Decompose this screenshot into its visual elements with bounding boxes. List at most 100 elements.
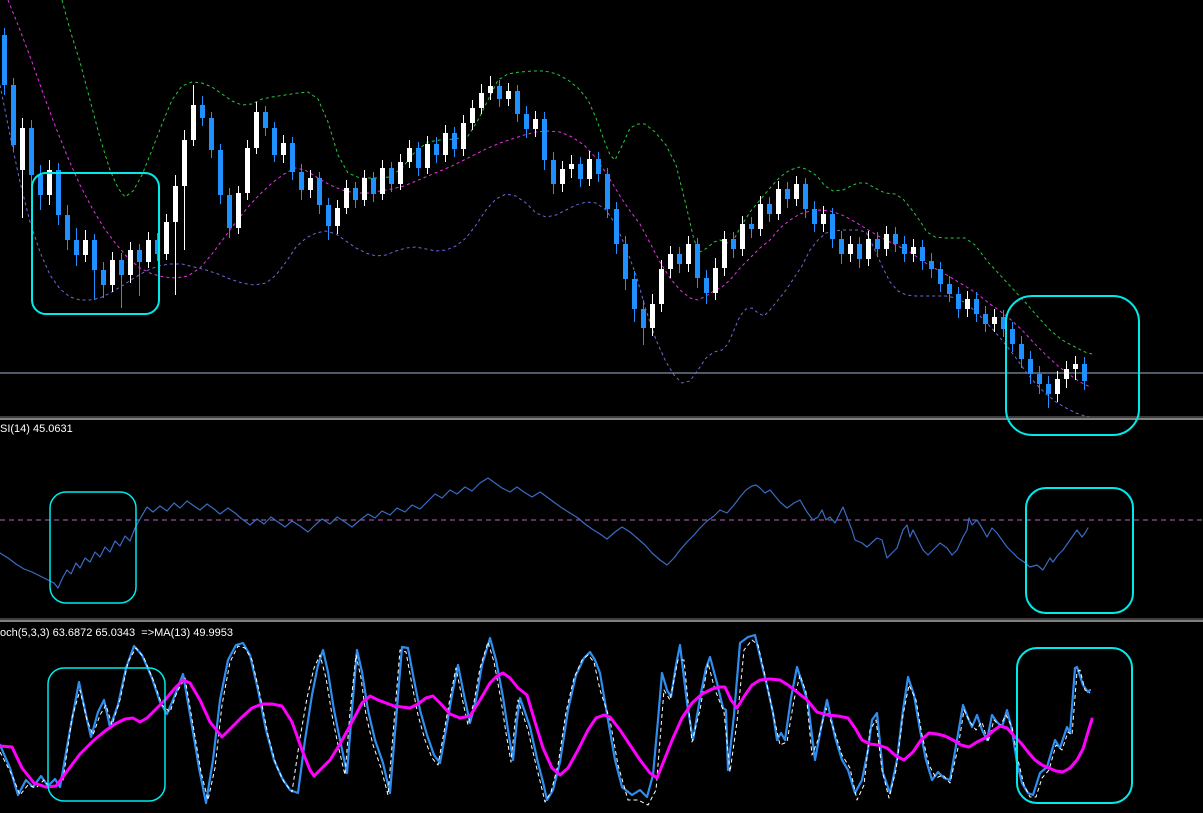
candle-body [983, 314, 988, 324]
candle-body [524, 114, 529, 129]
candle-body [641, 309, 646, 328]
candle-body [902, 244, 907, 254]
candle-body [722, 239, 727, 268]
candle-body [1019, 344, 1024, 359]
candle-body [308, 178, 313, 190]
highlight-box-stoch-left [47, 667, 166, 802]
candle-body [704, 278, 709, 293]
candle-body [830, 214, 835, 239]
rsi-line [0, 477, 1089, 589]
candle-body [164, 222, 169, 254]
candle-body [470, 108, 475, 123]
candle-body [137, 250, 142, 262]
candle-body [884, 234, 889, 249]
candle-body [11, 85, 16, 145]
candle-body [299, 172, 304, 190]
candle-body [326, 205, 331, 226]
candle-body [1055, 379, 1060, 394]
stoch-ma-line [0, 671, 1094, 789]
bollinger-lower [0, 84, 1091, 418]
candle-body [1073, 364, 1078, 369]
candle-body [965, 299, 970, 309]
candle-body [506, 91, 511, 99]
candle-body [425, 144, 430, 168]
candle-body [227, 195, 232, 228]
candle-body [533, 119, 538, 129]
candle-body [488, 86, 493, 93]
bollinger-middle [7, 0, 1091, 388]
candle-body [560, 169, 565, 184]
candle-body [740, 224, 745, 249]
candle-body [623, 244, 628, 279]
candle-body [614, 209, 619, 244]
candle-body [56, 170, 61, 215]
candle-body [659, 269, 664, 304]
rsi-indicator-label: SI(14) 45.0631 [0, 423, 73, 435]
candle-body [605, 174, 610, 209]
candle-body [587, 159, 592, 179]
candle-body [119, 260, 124, 275]
candle-body [74, 240, 79, 255]
candle-body [1046, 384, 1051, 394]
candle-body [272, 128, 277, 155]
candle-body [938, 269, 943, 284]
candle-body [1037, 374, 1042, 384]
stochastic-indicator-label: och(5,3,3) 63.6872 65.0343 =>MA(13) 49.9… [0, 627, 234, 639]
candle-body [461, 123, 466, 149]
candle-body [875, 239, 880, 249]
candle-body [866, 239, 871, 259]
candle-body [803, 184, 808, 209]
candle-body [839, 239, 844, 254]
highlight-box-main-left [31, 172, 160, 315]
candle-body [146, 240, 151, 262]
candle-body [344, 188, 349, 208]
candle-body [632, 279, 637, 309]
candle-body [794, 184, 799, 199]
candle-body [1082, 364, 1087, 381]
candle-body [821, 214, 826, 224]
candle-body [47, 170, 52, 195]
candle-body [2, 35, 7, 85]
candle-body [497, 86, 502, 99]
candle-body [416, 148, 421, 168]
candle-body [443, 133, 448, 155]
candle-body [929, 261, 934, 269]
candle-body [812, 209, 817, 224]
candle-body [353, 188, 358, 200]
candle-body [731, 239, 736, 249]
candle-body [551, 160, 556, 184]
candle-body [479, 93, 484, 108]
candle-body [695, 244, 700, 278]
candle-body [389, 168, 394, 184]
candle-body [1064, 369, 1069, 379]
candle-body [155, 240, 160, 254]
candle-body [92, 240, 97, 270]
candle-body [767, 204, 772, 214]
candle-body [749, 224, 754, 229]
candle-body [920, 247, 925, 261]
candle-body [542, 119, 547, 160]
candle-body [362, 178, 367, 200]
bollinger-upper [61, 0, 1093, 355]
stoch-d-line [0, 639, 1091, 806]
highlight-box-rsi-right [1025, 487, 1134, 614]
candle-body [1010, 329, 1015, 344]
candle-body [776, 189, 781, 214]
candle-body [254, 112, 259, 148]
candle-body [20, 128, 25, 170]
candle-body [857, 244, 862, 259]
candle-body [281, 143, 286, 155]
candle-body [263, 112, 268, 128]
candle-body [515, 91, 520, 114]
candle-body [83, 240, 88, 255]
candle-body [317, 178, 322, 205]
candle-body [848, 244, 853, 254]
candle-body [893, 234, 898, 244]
candle-body [1028, 359, 1033, 374]
candle-body [596, 159, 601, 174]
candle-body [101, 270, 106, 285]
candle-body [992, 317, 997, 324]
candle-body [911, 247, 916, 254]
candle-body [38, 175, 43, 195]
